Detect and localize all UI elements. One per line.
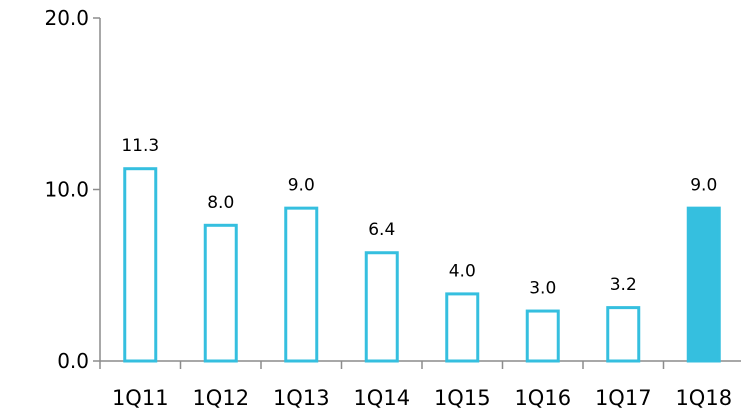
- y-tick-label: 20.0: [44, 6, 89, 30]
- data-label-1q13: 9.0: [288, 176, 315, 196]
- x-tick-label-1q17: 1Q17: [595, 386, 652, 410]
- data-label-1q17: 3.2: [610, 275, 637, 295]
- data-label-1q11: 11.3: [121, 136, 159, 156]
- bar-1q15: [445, 292, 480, 363]
- bar-1q16: [525, 309, 560, 363]
- bar-1q13: [284, 206, 319, 363]
- x-tick-label-1q12: 1Q12: [192, 386, 249, 410]
- x-tick-label-1q14: 1Q14: [353, 386, 410, 410]
- data-label-1q18: 9.0: [690, 176, 717, 196]
- x-tick-label-1q15: 1Q15: [434, 386, 491, 410]
- bars: [123, 167, 721, 363]
- y-tick-label: 0.0: [57, 349, 89, 373]
- bar-1q14: [364, 251, 399, 363]
- y-axis: 0.0 10.0 20.0: [44, 6, 101, 373]
- bar-1q11: [123, 167, 158, 363]
- x-tick-label-1q16: 1Q16: [514, 386, 571, 410]
- bar-1q12: [203, 223, 238, 363]
- bar-1q18: [686, 206, 721, 363]
- bar-1q17: [606, 306, 641, 363]
- y-tick-label: 10.0: [44, 178, 89, 202]
- x-tick-label-1q18: 1Q18: [675, 386, 732, 410]
- data-label-1q16: 3.0: [529, 279, 556, 299]
- x-axis: 1Q11 1Q12 1Q13 1Q14 1Q15 1Q16 1Q17 1Q18: [99, 360, 741, 410]
- data-label-1q12: 8.0: [207, 193, 234, 213]
- data-label-1q14: 6.4: [368, 220, 395, 240]
- x-tick-label-1q11: 1Q11: [112, 386, 169, 410]
- data-labels: 11.3 8.0 9.0 6.4 4.0 3.0 3.2 9.0: [121, 136, 717, 298]
- x-tick-label-1q13: 1Q13: [273, 386, 330, 410]
- data-label-1q15: 4.0: [449, 261, 476, 281]
